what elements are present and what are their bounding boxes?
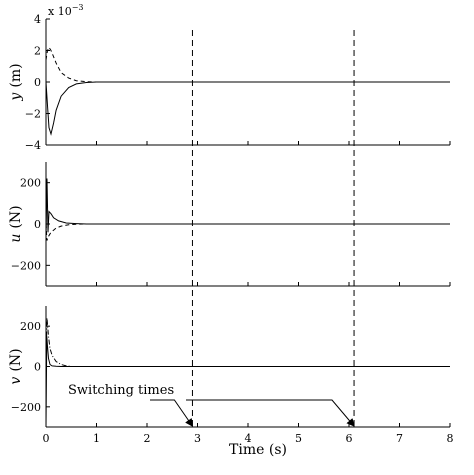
y-exponent-power: −3 [72, 3, 84, 12]
y-tick-label: 2 [34, 45, 41, 58]
x-axis-label: Time (s) [229, 442, 287, 458]
switching-times-annotation: Switching times [68, 383, 355, 427]
y-tick-label: −4 [25, 139, 41, 152]
subplot-u: 200 0 −200 u (N) [8, 162, 451, 287]
x-tick-label: 6 [346, 432, 353, 445]
series-line-solid [45, 178, 450, 239]
x-tick-label: 5 [295, 432, 302, 445]
series-line-solid [45, 81, 450, 136]
x-tick-label: 8 [447, 432, 454, 445]
annotation-arrow [186, 399, 355, 427]
y-tick-label: 200 [20, 177, 41, 190]
y-axis-variable: y [8, 92, 24, 102]
subplot-v: 200 0 −200 0 1 2 3 4 5 6 7 8 v (N) [8, 306, 454, 445]
y-tick-label: −2 [25, 108, 41, 121]
series-line-solid [45, 336, 450, 428]
y-axis-unit: (m) [8, 63, 24, 87]
x-tick-label: 4 [245, 432, 252, 445]
y-tick-label: 0 [34, 361, 41, 374]
y-exponent-label: x 10−3 [48, 3, 84, 18]
x-tick-label: 3 [194, 432, 201, 445]
annotation-arrow [150, 399, 193, 427]
x-tick-label: 7 [396, 432, 403, 445]
switching-time-lines [191, 30, 355, 427]
series-line-dashdot [45, 318, 450, 367]
x-tick-label: 1 [93, 432, 100, 445]
y-tick-label: 0 [34, 76, 41, 89]
y-axis-variable: v [8, 377, 24, 385]
y-tick-label: −200 [11, 401, 41, 414]
y-tick-label: −200 [11, 259, 41, 272]
x-tick-label: 0 [43, 432, 50, 445]
y-tick-label: 4 [34, 13, 41, 26]
series-line-dashed [45, 46, 450, 83]
y-axis-label: y (m) [8, 63, 24, 101]
annotation-label: Switching times [68, 383, 174, 398]
y-axis-label: u (N) [8, 205, 24, 242]
y-axis-label: v (N) [8, 348, 24, 384]
y-tick-label: 0 [34, 218, 41, 231]
y-axis-unit: (N) [8, 348, 24, 371]
y-axis-unit: (N) [8, 205, 24, 228]
y-tick-label: 200 [20, 320, 41, 333]
x-tick-label: 2 [144, 432, 151, 445]
y-axis-variable: u [8, 234, 24, 243]
subplot-y: 4 2 0 −2 −4 y (m) x 10−3 [8, 3, 451, 152]
series-line-dashed [45, 223, 450, 241]
